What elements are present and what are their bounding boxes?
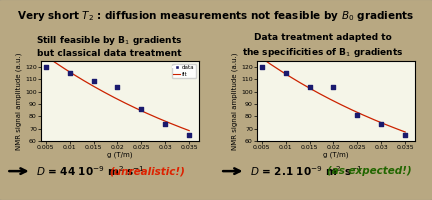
Point bbox=[66, 72, 73, 75]
Text: Very short $T_2$ : diffusion measurements not feasible by $B_0$ gradients: Very short $T_2$ : diffusion measurement… bbox=[17, 9, 415, 23]
Text: (unrealistic!): (unrealistic!) bbox=[109, 166, 185, 176]
Point bbox=[114, 85, 121, 88]
Point bbox=[42, 66, 49, 69]
Point bbox=[282, 72, 289, 75]
X-axis label: g (T/m): g (T/m) bbox=[107, 152, 133, 158]
X-axis label: g (T/m): g (T/m) bbox=[323, 152, 349, 158]
Text: Data treatment adapted to
the specificities of B$_1$ gradients: Data treatment adapted to the specificit… bbox=[242, 33, 403, 59]
Point bbox=[138, 107, 145, 111]
Y-axis label: NMR signal amplitude (a.u.): NMR signal amplitude (a.u.) bbox=[232, 52, 238, 150]
Y-axis label: NMR signal amplitude (a.u.): NMR signal amplitude (a.u.) bbox=[16, 52, 22, 150]
Point bbox=[258, 66, 265, 69]
Point bbox=[186, 133, 193, 136]
Point bbox=[330, 85, 337, 88]
Text: (as expected!): (as expected!) bbox=[327, 166, 412, 176]
Text: $D$ = 2.1 10$^{-9}$ m$^2$ s$^{-1}$: $D$ = 2.1 10$^{-9}$ m$^2$ s$^{-1}$ bbox=[250, 164, 362, 178]
Point bbox=[162, 122, 169, 125]
Point bbox=[306, 85, 313, 88]
Legend: data, fit: data, fit bbox=[172, 64, 196, 78]
Point bbox=[90, 79, 97, 82]
Point bbox=[378, 122, 385, 125]
Point bbox=[402, 133, 409, 136]
Text: $D$ = 44 10$^{-9}$ m$^2$ s$^{-1}$: $D$ = 44 10$^{-9}$ m$^2$ s$^{-1}$ bbox=[36, 164, 145, 178]
Point bbox=[354, 114, 361, 117]
Text: Still feasible by B$_1$ gradients
but classical data treatment: Still feasible by B$_1$ gradients but cl… bbox=[36, 34, 182, 58]
